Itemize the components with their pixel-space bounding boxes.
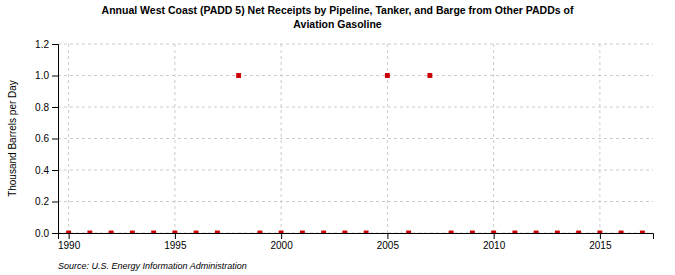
- y-tick: 0.4: [35, 165, 58, 176]
- chart: 1990 1995 2000 2005 2010 2015 0.0 0.2 0.4 0.6 0.8 1…: [0, 0, 675, 275]
- point: [619, 231, 624, 233]
- point: [194, 231, 199, 233]
- source: Source: U.S. Energy Information Administ…: [58, 261, 247, 271]
- grid-line: [599, 44, 600, 233]
- x-tick-label: 2010: [483, 240, 506, 251]
- y-tick-label: 1.0: [35, 70, 49, 81]
- grid: [58, 44, 653, 233]
- x-axis-line: [59, 234, 654, 240]
- point: [300, 231, 305, 233]
- y-tick-mark: [52, 107, 58, 108]
- x-tick-label: 2015: [589, 240, 612, 251]
- x-tick-mark: [387, 233, 388, 239]
- point: [640, 231, 645, 233]
- x-tick-label: 1990: [58, 240, 81, 251]
- point: [151, 231, 156, 233]
- grid-line: [58, 170, 653, 171]
- point: [406, 231, 411, 233]
- grid-line: [58, 75, 653, 76]
- y-tick: 1.0: [35, 70, 58, 81]
- point: [427, 73, 432, 78]
- x-tick-mark: [494, 233, 495, 239]
- point: [385, 73, 390, 78]
- grid-line: [68, 44, 69, 233]
- y-tick-label: 1.2: [35, 39, 49, 50]
- y-tick: 0.6: [35, 133, 58, 144]
- x-tick: 2015: [589, 233, 612, 251]
- title: Annual West Coast (PADD 5) Net Receipts …: [102, 4, 574, 16]
- grid-line: [281, 44, 282, 233]
- y-axis-line: [52, 45, 59, 234]
- y-tick-label: 0.4: [35, 165, 49, 176]
- y-tick: 1.2: [35, 39, 58, 50]
- x-tick: 1990: [58, 233, 81, 251]
- point: [257, 231, 262, 233]
- point: [449, 231, 454, 233]
- y-tick-label: 0.2: [35, 196, 49, 207]
- x-tick-label: 1995: [164, 240, 187, 251]
- y-tick-label: 0.8: [35, 102, 49, 113]
- y-tick-mark: [52, 76, 58, 77]
- x-tick: 1995: [164, 233, 187, 251]
- y-tick-mark: [52, 170, 58, 171]
- point: [576, 231, 581, 233]
- y-tick-mark: [52, 202, 58, 203]
- grid-line: [58, 138, 653, 139]
- y-tick: 0.8: [35, 102, 58, 113]
- x-tick: 2005: [377, 233, 400, 251]
- y-tick-label: 0.6: [35, 133, 49, 144]
- y-tick-mark: [52, 233, 58, 234]
- y-tick-mark: [52, 139, 58, 140]
- point: [491, 231, 496, 233]
- x-tick: 2010: [483, 233, 506, 251]
- point: [279, 231, 284, 233]
- point: [470, 231, 475, 233]
- point: [215, 231, 220, 233]
- x-tick-mark: [69, 233, 70, 239]
- x-tick-mark: [281, 233, 282, 239]
- point: [109, 231, 114, 233]
- grid-line: [58, 44, 653, 45]
- point: [172, 231, 177, 233]
- y-tick-label: 0.0: [35, 228, 49, 239]
- point: [555, 231, 560, 233]
- x-tick: 2000: [271, 233, 294, 251]
- grid-line: [58, 107, 653, 108]
- point: [87, 231, 92, 233]
- y-tick: 0.2: [35, 196, 58, 207]
- grid-line: [493, 44, 494, 233]
- y-axis: 0.0 0.2 0.4 0.6 0.8 1.0 1.2: [35, 39, 58, 239]
- y-axis-title: Thousand Barrels per Day: [7, 80, 18, 197]
- x-tick-mark: [600, 233, 601, 239]
- point: [342, 231, 347, 233]
- point: [321, 231, 326, 233]
- point: [130, 231, 135, 233]
- point: [236, 73, 241, 78]
- y-tick: 0.0: [35, 228, 58, 239]
- y-tick-mark: [52, 44, 58, 45]
- point: [66, 231, 71, 233]
- point: [512, 231, 517, 233]
- x-tick-label: 2000: [271, 240, 294, 251]
- point: [597, 231, 602, 233]
- plot: 1990 1995 2000 2005 2010 2015 0.0 0.2 0.4 0.6 0.8 1…: [35, 39, 653, 251]
- grid-line: [174, 44, 175, 233]
- grid-line: [387, 44, 388, 233]
- subtitle: Aviation Gasoline: [293, 18, 381, 30]
- point: [534, 231, 539, 233]
- points: [66, 73, 645, 233]
- point: [364, 231, 369, 233]
- x-tick-label: 2005: [377, 240, 400, 251]
- x-tick-mark: [175, 233, 176, 239]
- grid-line: [58, 201, 653, 202]
- x-axis: 1990 1995 2000 2005 2010 2015: [58, 233, 654, 251]
